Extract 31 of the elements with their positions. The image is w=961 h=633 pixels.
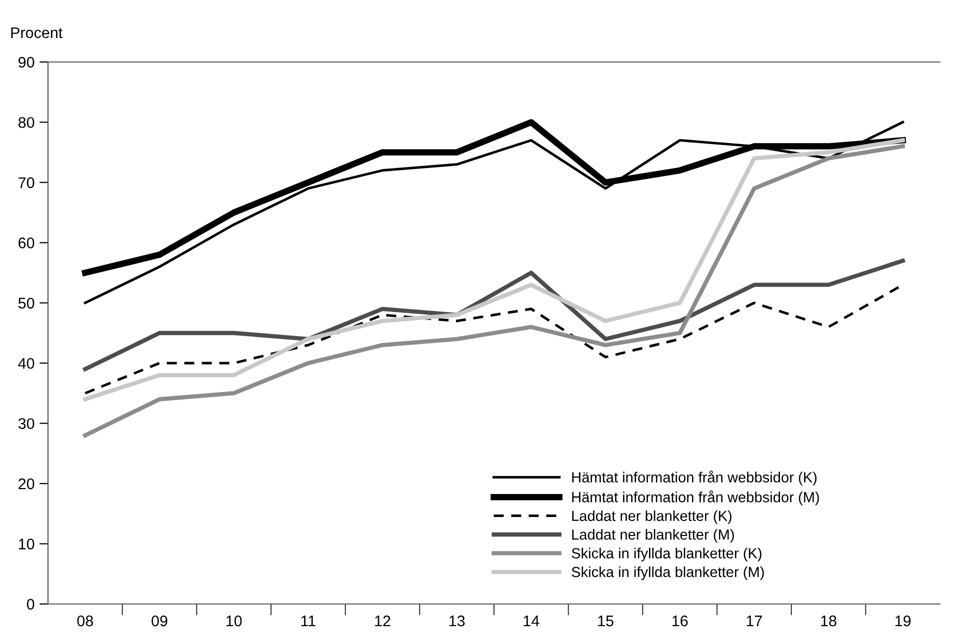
line-series <box>84 120 904 304</box>
y-tick-label: 30 <box>18 418 34 430</box>
x-tick-label: 13 <box>450 616 465 626</box>
line-series <box>83 258 905 372</box>
x-tick-label: 10 <box>226 616 242 626</box>
x-tick-label: 09 <box>152 616 168 626</box>
x-tick-label: 16 <box>672 616 688 626</box>
y-tick-label: 60 <box>18 238 34 248</box>
x-tick-label: 14 <box>524 616 540 626</box>
x-tick-label: 08 <box>77 616 93 626</box>
legend-label: Laddat ner blanketter (K) <box>572 510 732 524</box>
x-tick-label: 11 <box>301 616 316 626</box>
legend-label: Skicka in ifyllda blanketter (K) <box>572 548 762 562</box>
y-tick-label: 80 <box>18 117 34 128</box>
legend-label: Hämtat information från webbsidor (K) <box>572 470 817 486</box>
y-tick-label: 70 <box>18 177 34 188</box>
y-tick-label: 0 <box>26 598 34 610</box>
x-tick-label: 12 <box>375 616 390 626</box>
legend-label: Skicka in ifyllda blanketter (M) <box>572 566 764 580</box>
x-tick-label: 18 <box>821 616 836 626</box>
x-tick-label: 19 <box>896 616 911 626</box>
y-axis-title: Procent <box>11 27 63 38</box>
y-tick-label: 10 <box>18 538 34 550</box>
x-tick-label: 15 <box>598 616 614 626</box>
y-tick-label: 40 <box>18 358 34 369</box>
y-tick-label: 50 <box>18 298 34 309</box>
legend-label: Hämtat information från webbsidor (M) <box>572 490 819 506</box>
legend-label: Laddat ner blanketter (M) <box>572 529 734 543</box>
x-tick-label: 17 <box>746 616 762 626</box>
y-tick-label: 90 <box>18 56 34 68</box>
y-tick-label: 20 <box>18 478 34 490</box>
